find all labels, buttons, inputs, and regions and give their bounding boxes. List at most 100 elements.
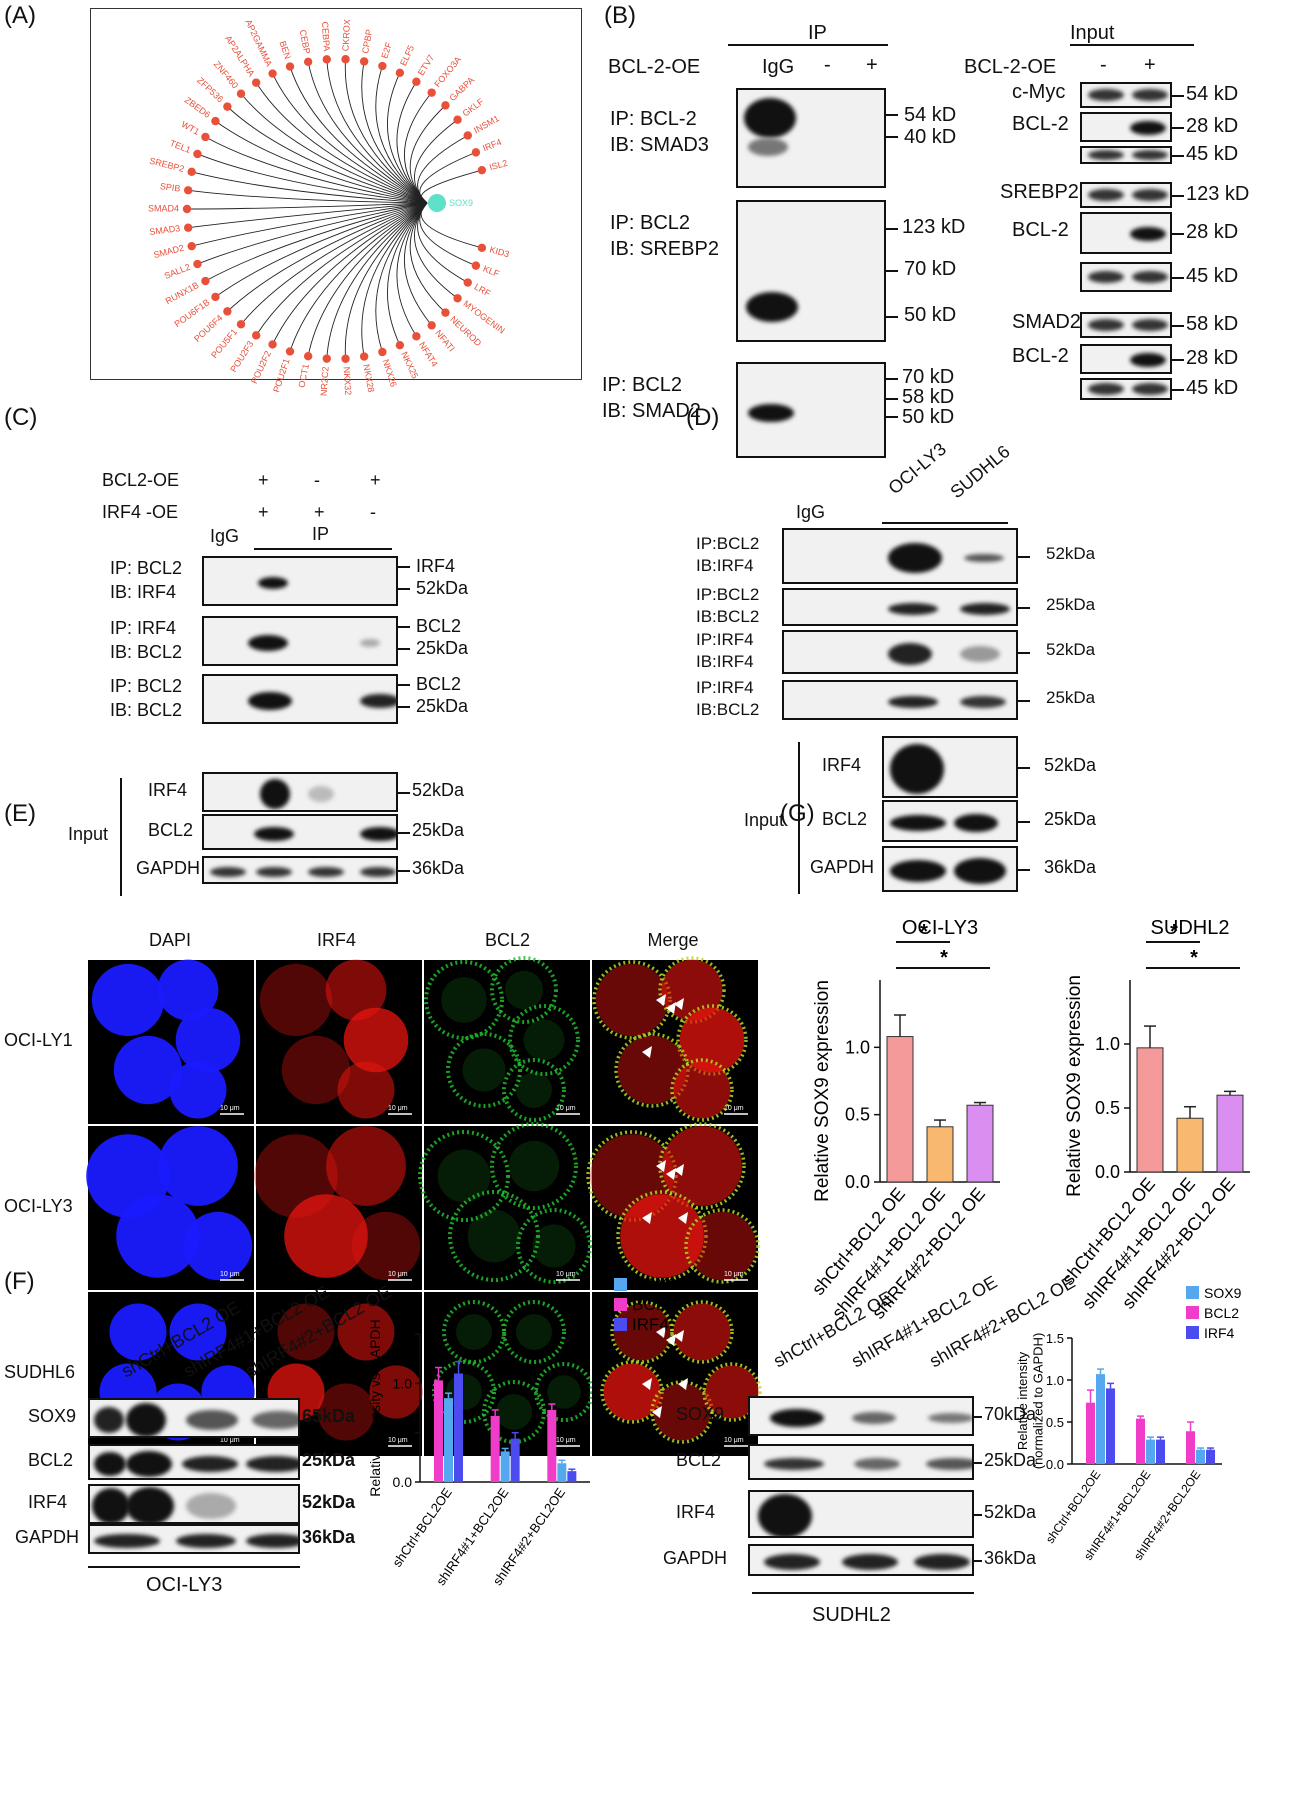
network-node [395, 68, 405, 78]
network-node-label: IRF4 [481, 137, 503, 154]
f-right-blot-label: IRF4 [676, 1502, 716, 1522]
c-blot [202, 616, 398, 666]
bcl2-oe-label: BCL-2-OE [608, 56, 701, 78]
f-left-blot [88, 1484, 300, 1524]
f-right-blot-label: SOX9 [676, 1404, 725, 1424]
marker-tick [974, 1514, 982, 1516]
input-marker: 45 kD [1186, 377, 1239, 399]
c-input-blot-label: GAPDH [136, 858, 201, 878]
blot-band [1132, 271, 1168, 283]
y-tick-label: 0.0 [845, 1172, 870, 1192]
c-ip: IP [312, 524, 330, 544]
marker-tick [1172, 359, 1184, 361]
bcl2-cytoplasm [523, 1019, 565, 1061]
input-blot [1080, 112, 1172, 142]
irf4-signal [259, 963, 333, 1037]
c-blot [202, 556, 398, 606]
blot-band [252, 1411, 298, 1429]
y-axis-label: Relative SOX9 expression [1064, 975, 1085, 1197]
bcl2-membrane [432, 1360, 496, 1424]
input-marker: 28 kD [1186, 347, 1239, 369]
d-input-blot-label: BCL2 [822, 809, 868, 829]
blot3-marker-1: 70 kD [902, 366, 955, 388]
network-edge [289, 202, 428, 352]
c-blot-ip: IP: BCL2 [110, 676, 183, 696]
network-edge [307, 61, 428, 204]
marker-tick [398, 870, 410, 872]
input-lane-plus: + [1144, 54, 1156, 76]
bar [1196, 1449, 1205, 1464]
legend-swatch [614, 1278, 627, 1291]
c-input-blot [202, 856, 398, 884]
y-axis-label: Relative intensity vs GAPDH [367, 1319, 383, 1496]
network-node [441, 101, 450, 110]
blot-band [888, 696, 938, 708]
network-edge [227, 106, 428, 204]
if-image: 10 μm [267, 1303, 423, 1447]
input-blot [1080, 82, 1172, 108]
irf4-signal [343, 1007, 409, 1073]
if-row-label: OCI-LY1 [4, 1030, 73, 1050]
blot-band [186, 1410, 238, 1430]
panel-label-b: (B) [604, 2, 636, 29]
bcl2-cytoplasm [532, 1224, 576, 1268]
marker-tick [398, 684, 410, 686]
chart-title: SUDHL2 [1151, 917, 1230, 939]
bar [966, 1104, 994, 1183]
merge-irf4 [687, 1211, 757, 1281]
blot-band [960, 646, 1000, 662]
input-marker: 45 kD [1186, 143, 1239, 165]
network-node-label: ZNF460 [212, 59, 240, 90]
marker-tick [398, 648, 410, 650]
network-edge [240, 93, 428, 204]
y-tick-label: 0.5 [845, 1105, 870, 1125]
network-node-label: NR2C2 [319, 366, 331, 396]
blot3-ib: IB: SMAD2 [602, 400, 701, 422]
network-edge [188, 189, 428, 204]
bcl2-cytoplasm [467, 1209, 521, 1263]
blot-band [1132, 89, 1168, 101]
input-bcl2-oe-label: BCL-2-OE [964, 56, 1057, 78]
network-node-label: POU6F4 [192, 313, 224, 344]
network-node [303, 352, 313, 361]
lane-igg: IgG [762, 56, 795, 78]
c-input-marker: 25kDa [412, 820, 465, 840]
merge-bcl2 [702, 1362, 762, 1422]
network-node [427, 321, 436, 330]
blot2-marker-1: 123 kD [902, 216, 966, 238]
bar [1176, 1117, 1204, 1173]
merge-irf4 [673, 1303, 731, 1361]
blot-band [94, 1407, 124, 1433]
y-tick-label: 0.0 [1046, 1457, 1064, 1472]
bcl2-membrane [424, 960, 504, 1040]
network-edge [255, 82, 428, 204]
c-input-blot-label: BCL2 [148, 820, 194, 840]
colocalization-arrow [674, 1330, 684, 1342]
d-input-marker: 52kDa [1044, 755, 1097, 775]
blot2-marker-2: 70 kD [904, 258, 957, 280]
if-image: 10 μm [418, 1122, 592, 1284]
marker-tick [974, 1462, 982, 1464]
blot-band [1088, 89, 1124, 101]
network-node [193, 149, 202, 159]
bcl2-membrane [490, 956, 558, 1024]
if-image: 10 μm [86, 1126, 253, 1281]
marker-tick [398, 832, 410, 834]
y-axis-label-line: Relative intensity [1015, 1351, 1030, 1450]
network-node-label: ZFP536 [195, 75, 225, 104]
merge-bcl2 [684, 1208, 760, 1284]
irf4-signal [351, 1211, 421, 1281]
blot-band [94, 1452, 126, 1476]
bcl2-cytoplasm [504, 970, 544, 1010]
c-marker-name: IRF4 [416, 556, 456, 576]
network-edge [197, 202, 428, 265]
network-node [359, 57, 369, 66]
c-blot-ib: IB: IRF4 [110, 582, 177, 602]
bar [454, 1373, 463, 1482]
network-node [441, 308, 450, 317]
network-edge [215, 202, 428, 298]
blot-band [926, 1458, 972, 1470]
colocalization-arrow [642, 1378, 652, 1390]
network-center-node [428, 194, 446, 212]
input-blot-label: BCL-2 [1012, 113, 1069, 135]
